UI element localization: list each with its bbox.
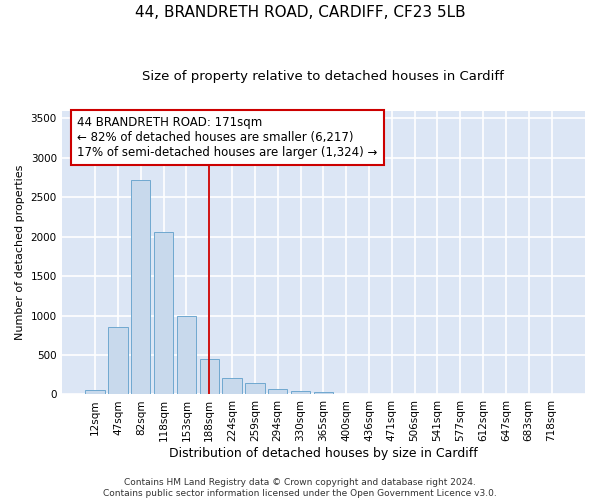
- Bar: [245, 384, 265, 394]
- Bar: [154, 232, 173, 394]
- Bar: [85, 390, 105, 394]
- Bar: [223, 378, 242, 394]
- Bar: [291, 390, 310, 394]
- Bar: [177, 316, 196, 394]
- Bar: [268, 390, 287, 394]
- X-axis label: Distribution of detached houses by size in Cardiff: Distribution of detached houses by size …: [169, 447, 478, 460]
- Bar: [131, 180, 151, 394]
- Text: 44 BRANDRETH ROAD: 171sqm
← 82% of detached houses are smaller (6,217)
17% of se: 44 BRANDRETH ROAD: 171sqm ← 82% of detac…: [77, 116, 378, 159]
- Text: 44, BRANDRETH ROAD, CARDIFF, CF23 5LB: 44, BRANDRETH ROAD, CARDIFF, CF23 5LB: [134, 5, 466, 20]
- Bar: [314, 392, 333, 394]
- Bar: [200, 359, 219, 394]
- Y-axis label: Number of detached properties: Number of detached properties: [15, 165, 25, 340]
- Bar: [108, 328, 128, 394]
- Text: Contains HM Land Registry data © Crown copyright and database right 2024.
Contai: Contains HM Land Registry data © Crown c…: [103, 478, 497, 498]
- Title: Size of property relative to detached houses in Cardiff: Size of property relative to detached ho…: [142, 70, 504, 83]
